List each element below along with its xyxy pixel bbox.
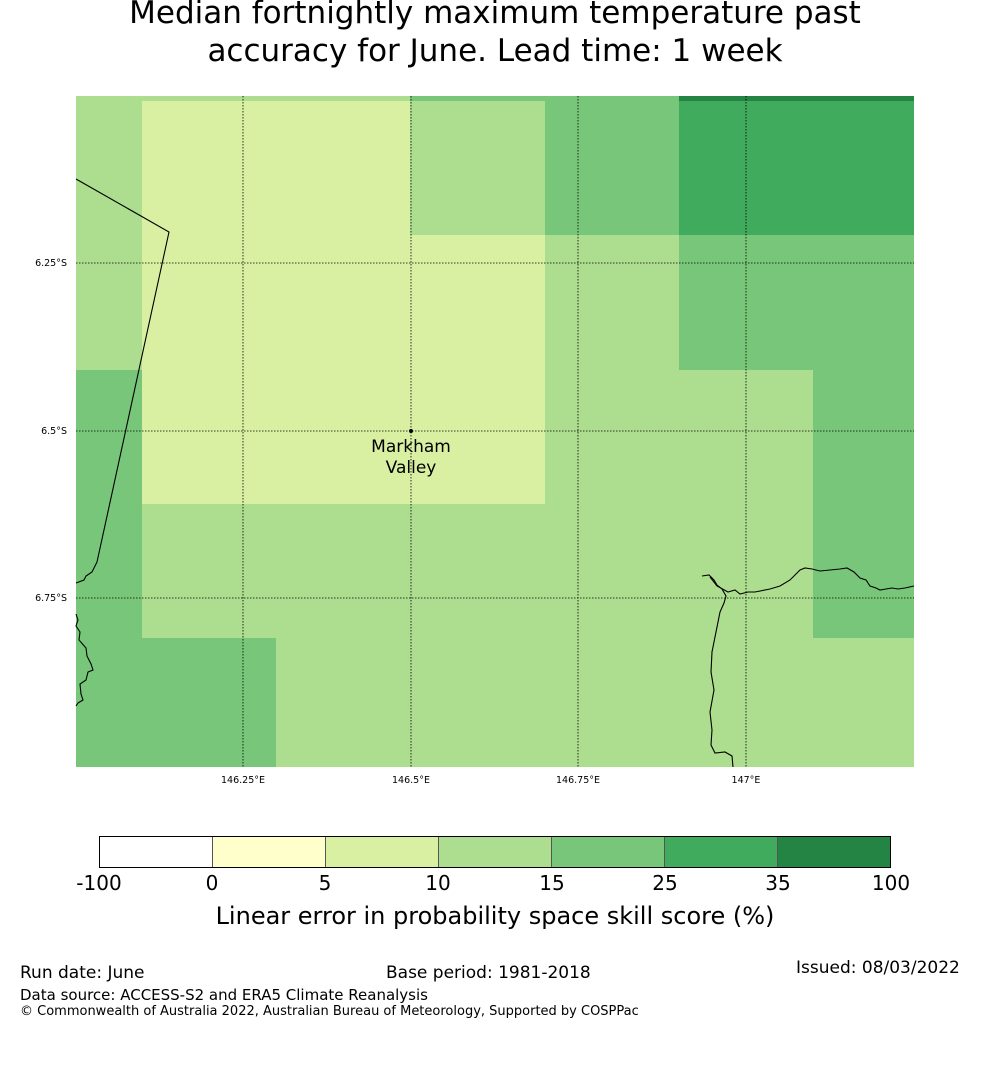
grid-cell [545, 235, 679, 370]
grid-cell [410, 370, 545, 504]
colorbar-tick: 10 [425, 871, 451, 895]
map-title-line-1: Median fortnightly maximum temperature p… [129, 0, 861, 31]
location-label-line-2: Valley [386, 458, 437, 478]
grid-cell [276, 370, 410, 504]
colorbar-tick: 35 [765, 871, 791, 895]
map-title: Median fortnightly maximum temperature p… [0, 0, 990, 70]
skill-score-map: Markham Valley 6.25°S 6.5°S 6.75°S 146.2… [35, 96, 915, 786]
grid-cell [76, 638, 142, 767]
west-coastline [75, 613, 94, 707]
colorbar-segment-5 [552, 837, 665, 867]
grid-cell-top-strip [276, 96, 410, 101]
colorbar-tick: -100 [76, 871, 122, 895]
colorbar-segment-6 [665, 837, 778, 867]
grid-cell [410, 235, 545, 370]
data-source: Data source: ACCESS-S2 and ERA5 Climate … [20, 986, 428, 1004]
grid-cell [142, 235, 276, 370]
grid-cell-top-strip [410, 96, 545, 101]
grid-cell [813, 96, 914, 235]
colorbar-tick: 5 [318, 871, 332, 895]
grid-cell [410, 504, 545, 638]
colorbar-tick: 0 [205, 871, 219, 895]
lon-label-146-75: 146.75°E [556, 775, 600, 786]
grid-cell [142, 504, 276, 638]
colorbar-segment-1 [100, 837, 213, 867]
grid-cell [679, 370, 813, 504]
grid-cell [276, 235, 410, 370]
grid-cell [813, 504, 914, 638]
grid-cell [276, 96, 410, 235]
river-channel [701, 574, 734, 768]
grid-cell [142, 370, 276, 504]
colorbar-segment-2 [213, 837, 326, 867]
grid-cell [813, 235, 914, 370]
lon-label-146-5: 146.5°E [392, 775, 430, 786]
grid-cell-top-strip [76, 96, 142, 101]
grid-cell [276, 638, 410, 767]
colorbar-tick: 100 [871, 871, 911, 895]
grid-cells [76, 96, 914, 767]
grid-cell [410, 96, 545, 235]
grid-cell [410, 638, 545, 767]
grid-cell [76, 504, 142, 638]
grid-cell [276, 504, 410, 638]
grid-cell [679, 235, 813, 370]
lat-label-6-25: 6.25°S [35, 258, 67, 269]
colorbar-tick: 15 [539, 871, 565, 895]
boundary-line [75, 178, 170, 584]
grid-cell [76, 370, 142, 504]
colorbar-segment-3 [326, 837, 439, 867]
colorbar-segment-7 [778, 837, 890, 867]
grid-cell [142, 638, 276, 767]
grid-cell [545, 96, 679, 235]
lat-label-6-5: 6.5°S [41, 426, 67, 437]
base-period: Base period: 1981-2018 [386, 963, 591, 983]
coastlines [75, 178, 915, 768]
lon-label-147: 147°E [732, 775, 761, 786]
longitude-labels: 146.25°E 146.5°E 146.75°E 147°E [221, 775, 760, 786]
grid-cell-top-strip [545, 96, 679, 101]
grid-cell-top-strip [679, 96, 813, 101]
colorbar-tick: 25 [652, 871, 678, 895]
colorbar [99, 836, 891, 868]
north-coastline [709, 567, 915, 595]
markham-valley-marker [409, 429, 413, 433]
grid-cell [76, 235, 142, 370]
graticule [76, 96, 914, 767]
grid-cell [545, 504, 679, 638]
grid-cell [545, 638, 679, 767]
copyright: © Commonwealth of Australia 2022, Austra… [20, 1004, 639, 1019]
latitude-labels: 6.25°S 6.5°S 6.75°S [35, 258, 67, 604]
run-date: Run date: June [20, 963, 145, 983]
grid-cell [813, 638, 914, 767]
colorbar-label: Linear error in probability space skill … [215, 902, 775, 930]
grid-cell [813, 370, 914, 504]
lat-label-6-75: 6.75°S [35, 593, 67, 604]
grid-cell [142, 96, 276, 235]
colorbar-segment-4 [439, 837, 552, 867]
grid-cell-top-strip [813, 96, 914, 101]
grid-cell [76, 96, 142, 235]
lon-label-146-25: 146.25°E [221, 775, 265, 786]
issued-date: Issued: 08/03/2022 [796, 958, 960, 978]
grid-cell [545, 370, 679, 504]
location-label-line-1: Markham [371, 437, 451, 457]
map-title-line-2: accuracy for June. Lead time: 1 week [207, 33, 783, 69]
grid-cell-top-strip [142, 96, 276, 101]
